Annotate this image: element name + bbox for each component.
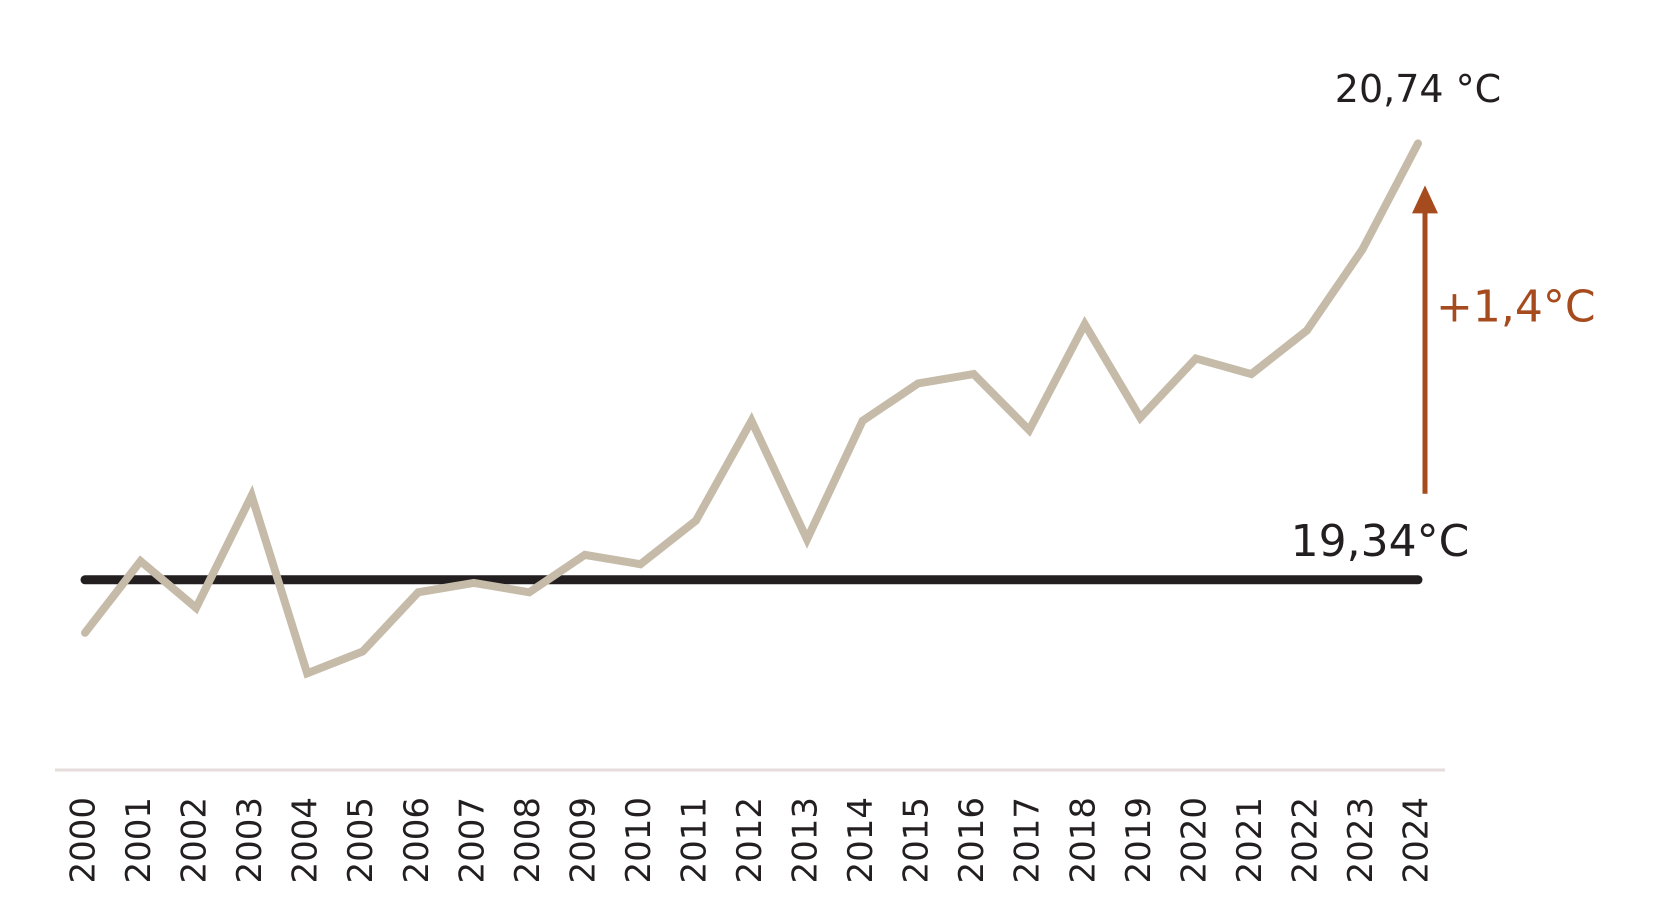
x-tick-label: 2022 <box>1285 797 1325 884</box>
x-tick-label: 2013 <box>786 797 826 884</box>
arrow-head <box>1412 185 1438 214</box>
x-tick-label: 2016 <box>952 797 992 884</box>
x-tick-label: 2006 <box>397 797 437 884</box>
x-tick-label: 2011 <box>674 797 714 884</box>
change-label: +1,4°C <box>1436 282 1596 333</box>
x-tick-label: 2014 <box>841 797 881 884</box>
x-tick-label: 2018 <box>1063 797 1103 884</box>
x-tick-label: 2023 <box>1341 797 1381 884</box>
x-tick-label: 2021 <box>1230 797 1270 884</box>
x-tick-label: 2002 <box>175 797 215 884</box>
reference-label: 19,34°C <box>1291 516 1470 567</box>
x-tick-label: 2012 <box>730 797 770 884</box>
x-tick-label: 2019 <box>1119 797 1159 884</box>
x-tick-label: 2001 <box>119 797 159 884</box>
x-tick-label: 2009 <box>563 797 603 884</box>
x-tick-label: 2020 <box>1174 797 1214 884</box>
x-tick-label: 2024 <box>1397 797 1437 884</box>
x-tick-label: 2007 <box>452 797 492 884</box>
x-tick-label: 2004 <box>286 797 326 884</box>
x-tick-label: 2008 <box>508 797 548 884</box>
x-tick-label: 2017 <box>1008 797 1048 884</box>
value-label: 20,74 °C <box>1335 67 1501 111</box>
x-tick-label: 2000 <box>64 797 104 884</box>
x-tick-label: 2015 <box>897 797 937 884</box>
x-tick-label: 2005 <box>341 797 381 884</box>
x-tick-label: 2003 <box>230 797 270 884</box>
x-tick-label: 2010 <box>619 797 659 884</box>
data-line <box>81 139 1422 679</box>
